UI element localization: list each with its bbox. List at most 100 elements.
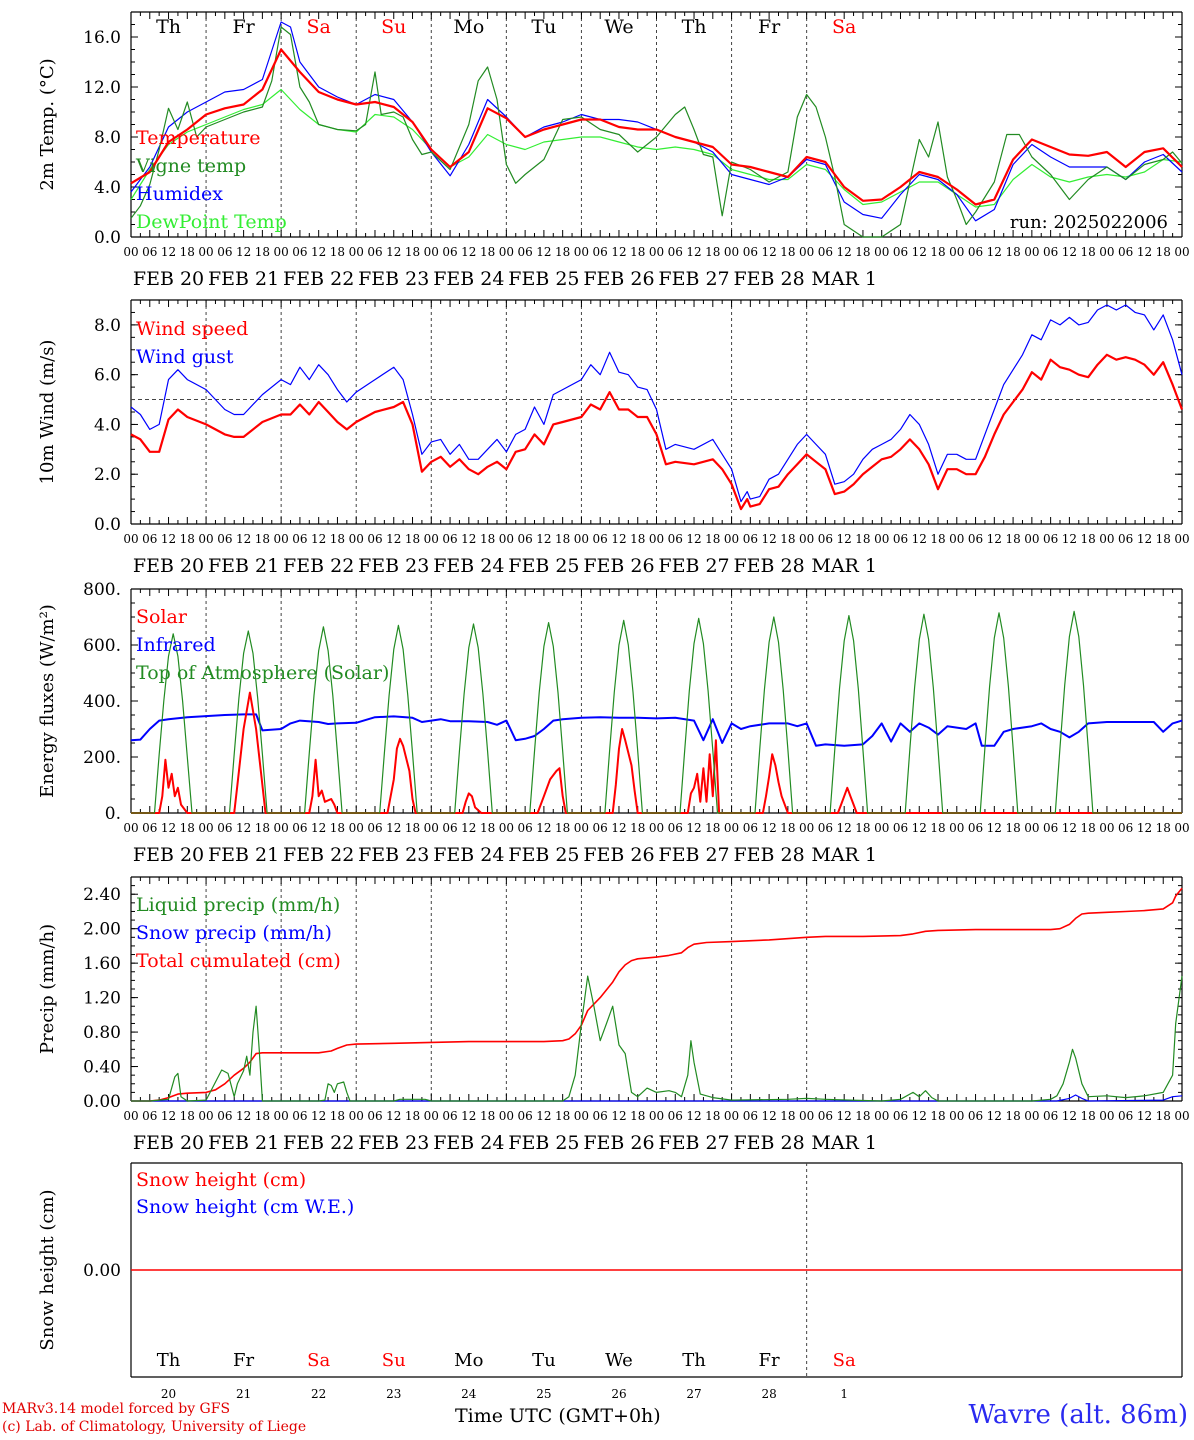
hour-tick-label: 18 <box>480 1109 495 1123</box>
weekday-label: Fr <box>232 16 255 38</box>
hour-tick-label: 18 <box>705 1109 720 1123</box>
hour-tick-label: 18 <box>705 245 720 259</box>
hour-tick-label: 00 <box>649 245 664 259</box>
date-label: FEB 20 <box>133 844 204 866</box>
date-label: FEB 23 <box>358 555 429 577</box>
hour-tick-label: 00 <box>799 821 814 835</box>
series-line-vigne-temp <box>130 26 1183 238</box>
day-number-label: 24 <box>461 1387 477 1401</box>
hour-tick-label: 12 <box>761 821 776 835</box>
hour-tick-label: 00 <box>1099 821 1114 835</box>
hour-tick-label: 12 <box>912 1109 927 1123</box>
hour-tick-label: 18 <box>1005 1109 1020 1123</box>
hour-tick-label: 18 <box>1081 821 1096 835</box>
hour-tick-label: 06 <box>1118 1109 1133 1123</box>
y-tick-label: 4.0 <box>94 415 121 435</box>
lab-credit-line: (c) Lab. of Climatology, University of L… <box>2 1419 307 1435</box>
hour-tick-label: 18 <box>330 821 345 835</box>
weekday-label: Sa <box>832 16 856 38</box>
date-label: FEB 28 <box>733 1132 804 1154</box>
hour-tick-label: 18 <box>405 1109 420 1123</box>
station-name: Wavre (alt. 86m) <box>968 1400 1188 1430</box>
date-label: FEB 22 <box>283 1132 354 1154</box>
weekday-label: Su <box>382 1350 406 1371</box>
hour-tick-label: 06 <box>743 245 758 259</box>
hour-tick-label: 18 <box>405 532 420 546</box>
weekday-label: Th <box>157 1350 181 1371</box>
hour-tick-label: 12 <box>837 821 852 835</box>
hour-tick-label: 12 <box>161 821 176 835</box>
hour-tick-label: 06 <box>517 1109 532 1123</box>
hour-tick-label: 18 <box>1081 245 1096 259</box>
hour-tick-label: 00 <box>1099 532 1114 546</box>
hour-tick-label: 00 <box>198 245 213 259</box>
hour-tick-label: 06 <box>893 532 908 546</box>
hour-tick-label: 00 <box>349 1109 364 1123</box>
hour-tick-label: 00 <box>274 1109 289 1123</box>
hour-tick-label: 06 <box>292 821 307 835</box>
date-label: FEB 26 <box>583 1132 654 1154</box>
weekday-label: Th <box>156 16 181 38</box>
hour-tick-label: 18 <box>180 821 195 835</box>
weekday-label: Th <box>682 16 707 38</box>
series-line-liquid-precip-mm-h- <box>131 975 1183 1102</box>
date-label: FEB 25 <box>508 555 579 577</box>
hour-tick-label: 12 <box>912 821 927 835</box>
hour-tick-label: 06 <box>893 1109 908 1123</box>
hour-tick-label: 00 <box>799 532 814 546</box>
hour-tick-label: 00 <box>649 821 664 835</box>
legend-entry: Top of Atmosphere (Solar) <box>136 662 389 684</box>
y-axis-title: 10m Wind (m/s) <box>37 340 58 485</box>
hour-tick-label: 12 <box>686 821 701 835</box>
hour-tick-label: 06 <box>517 532 532 546</box>
hour-tick-label: 06 <box>517 245 532 259</box>
date-label: FEB 21 <box>208 268 279 290</box>
hour-tick-label: 18 <box>180 1109 195 1123</box>
weekday-label: Fr <box>233 1350 254 1371</box>
hour-tick-label: 12 <box>686 532 701 546</box>
hour-tick-label: 12 <box>236 532 251 546</box>
legend-entry: Snow precip (mm/h) <box>136 922 332 944</box>
legend-entry: Wind gust <box>136 346 234 368</box>
series-line-wind-gust <box>130 304 1183 503</box>
date-label: MAR 1 <box>811 268 877 290</box>
hour-tick-label: 12 <box>386 532 401 546</box>
y-tick-label: 1.60 <box>83 954 121 974</box>
date-label: FEB 20 <box>133 1132 204 1154</box>
hour-tick-label: 06 <box>893 821 908 835</box>
hour-tick-label: 18 <box>705 532 720 546</box>
y-tick-label: 0.80 <box>83 1023 121 1043</box>
hour-tick-label: 18 <box>330 245 345 259</box>
hour-tick-label: 12 <box>311 532 326 546</box>
hour-tick-label: 00 <box>949 245 964 259</box>
y-tick-label: 1.20 <box>83 989 121 1009</box>
day-number-label: 25 <box>536 1387 551 1401</box>
hour-tick-label: 18 <box>330 1109 345 1123</box>
hour-tick-label: 00 <box>649 1109 664 1123</box>
hour-tick-label: 12 <box>837 245 852 259</box>
date-label: FEB 20 <box>133 268 204 290</box>
hour-tick-label: 18 <box>330 532 345 546</box>
hour-tick-label: 12 <box>386 245 401 259</box>
panel-4: 00 06 12 18 00 06 12 18 00 06 12 18 00 06 12 18 00 06 12 18… <box>37 876 1190 1154</box>
legend-entry: Snow height (cm) <box>136 1169 306 1191</box>
y-tick-label: 800. <box>83 580 121 600</box>
hour-tick-label: 12 <box>161 532 176 546</box>
panel-5: Th Fr Sa Su Mo Tu We Th Fr Sa 20 21 22 23 24 25 26 27 28 1 0… <box>37 1162 1183 1401</box>
hour-tick-label: 18 <box>1005 532 1020 546</box>
hour-tick-label: 06 <box>1043 1109 1058 1123</box>
hour-tick-label: 00 <box>349 821 364 835</box>
hour-tick-label: 12 <box>1062 1109 1077 1123</box>
panel-2: 00 06 12 18 00 06 12 18 00 06 12 18 00 06 12 18 00 06 12 18… <box>37 299 1190 577</box>
weekday-label: Mo <box>454 1350 483 1371</box>
hour-tick-label: 18 <box>555 821 570 835</box>
hour-tick-label: 18 <box>930 532 945 546</box>
hour-tick-label: 06 <box>968 245 983 259</box>
hour-tick-label: 18 <box>480 821 495 835</box>
hour-tick-label: 12 <box>686 245 701 259</box>
hour-tick-label: 12 <box>987 1109 1002 1123</box>
hour-tick-label: 12 <box>837 1109 852 1123</box>
hour-tick-label: 12 <box>1137 821 1152 835</box>
hour-tick-label: 00 <box>198 1109 213 1123</box>
date-label: FEB 24 <box>433 844 504 866</box>
